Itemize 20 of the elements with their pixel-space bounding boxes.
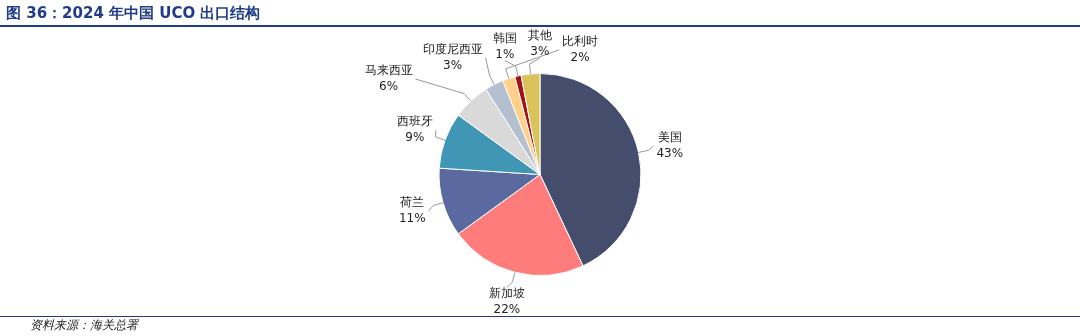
data-label: 43% <box>656 146 684 161</box>
data-label: 6% <box>379 79 399 94</box>
text: 图 36：2024 年中国 UCO 出口结构 <box>0 0 1080 27</box>
data-label: 9% <box>405 130 425 145</box>
slice-label: 其他 <box>527 28 552 43</box>
data-label: 22% <box>493 301 521 316</box>
slice-label: 新加坡 <box>488 285 525 300</box>
data-label: 11% <box>398 211 426 226</box>
slice-label: 马来西亚 <box>364 63 413 78</box>
text: 资料来源：海关总署 <box>0 316 1080 333</box>
slice-label: 比利时 <box>562 34 599 49</box>
data-label: 3% <box>530 44 550 59</box>
slice-label: 荷兰 <box>400 195 425 210</box>
data-label: 2% <box>570 50 590 65</box>
slice-label: 韩国 <box>492 30 517 45</box>
slice-label: 美国 <box>657 130 682 145</box>
slice-label: 印度尼西亚 <box>422 41 483 56</box>
data-label: 1% <box>495 46 515 61</box>
data-label: 3% <box>443 57 463 72</box>
slice-label: 西班牙 <box>396 114 433 129</box>
